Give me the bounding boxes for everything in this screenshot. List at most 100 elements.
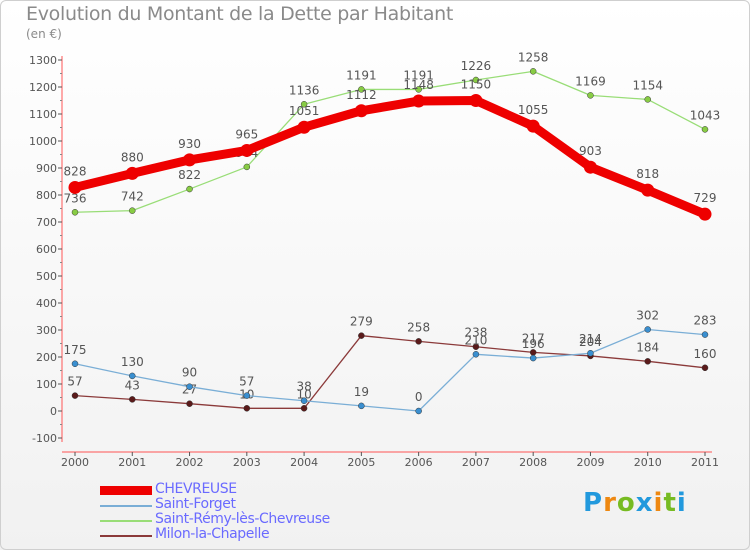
data-label: 1226 [461, 59, 492, 73]
data-label: 965 [235, 127, 258, 141]
legend-swatch-milon [100, 535, 152, 537]
y-tick-label: 1100 [29, 108, 57, 121]
data-point [472, 351, 480, 358]
x-tick-label: 2010 [634, 456, 662, 469]
x-tick-label: 2007 [462, 456, 490, 469]
data-point [186, 185, 193, 193]
data-point [129, 207, 136, 214]
data-label: 1258 [518, 50, 549, 64]
data-label: 1154 [632, 78, 663, 92]
data-label: 19 [354, 385, 369, 399]
data-point [71, 209, 79, 216]
y-tick-label: 200 [36, 351, 57, 364]
data-label: 184 [636, 340, 659, 354]
x-tick-label: 2004 [290, 456, 318, 469]
data-point [412, 94, 426, 108]
data-label: 90 [182, 366, 197, 380]
data-point [129, 372, 136, 380]
data-label: 160 [694, 347, 717, 361]
data-point [186, 400, 193, 407]
logo-letter: o [616, 488, 636, 518]
data-label: 238 [464, 326, 487, 340]
y-tick-label: 100 [36, 378, 57, 391]
data-label: 10 [296, 387, 311, 401]
x-tick-label: 2005 [347, 456, 375, 469]
y-tick-label: 400 [36, 297, 57, 310]
data-point [698, 207, 712, 221]
data-point [183, 153, 197, 167]
x-tick-label: 2001 [118, 456, 146, 469]
logo-letter: x [635, 488, 654, 518]
data-point [300, 405, 308, 412]
x-tick-label: 2009 [576, 456, 604, 469]
data-label: 1112 [346, 88, 377, 102]
y-tick-label: 500 [36, 270, 57, 283]
data-point [415, 338, 422, 345]
logo-letter: P [583, 488, 604, 518]
data-label: 217 [522, 331, 545, 345]
data-label: 1191 [346, 68, 377, 82]
legend-label-milon: Milon-la-Chapelle [155, 526, 270, 542]
data-label: 1051 [289, 104, 320, 118]
y-tick-label: 600 [36, 243, 57, 256]
y-tick-label: 300 [36, 324, 57, 337]
data-label: 283 [694, 314, 717, 328]
x-tick-label: 2006 [405, 456, 433, 469]
data-point [644, 358, 651, 365]
data-point [71, 360, 79, 367]
data-label: 1150 [461, 78, 492, 92]
x-tick-label: 2011 [691, 456, 719, 469]
y-tick-label: -100 [32, 432, 57, 445]
data-point [354, 104, 368, 118]
data-label: 302 [636, 308, 659, 322]
series-line [74, 70, 706, 213]
data-point [71, 392, 79, 399]
data-label: 1169 [575, 74, 606, 88]
data-label: 279 [350, 315, 373, 329]
data-label: 57 [67, 375, 82, 389]
data-point [644, 96, 651, 103]
data-point [526, 119, 540, 133]
data-point [587, 92, 594, 99]
data-point [358, 402, 365, 410]
chart-title: Evolution du Montant de la Dette par Hab… [26, 3, 454, 25]
data-label: 729 [694, 191, 717, 205]
chart-subtitle: (en €) [26, 27, 62, 41]
data-point [469, 94, 483, 107]
data-point [701, 364, 709, 372]
data-point [300, 101, 308, 108]
data-point [415, 407, 422, 415]
x-tick-label: 2008 [519, 456, 547, 469]
data-point [583, 160, 597, 174]
series-line [70, 96, 710, 219]
legend-label-saint-remy: Saint-Rémy-lès-Chevreuse [155, 511, 330, 527]
data-point [243, 392, 251, 399]
y-tick-label: 900 [36, 162, 57, 175]
legend-label-saint-forget: Saint-Forget [155, 496, 236, 512]
y-tick-label: 0 [50, 405, 57, 418]
data-label: 130 [121, 355, 144, 369]
logo-letter: t [663, 488, 677, 518]
data-point [240, 143, 254, 157]
data-label: 38 [296, 380, 311, 394]
data-label: 1136 [289, 83, 320, 97]
series-line [74, 328, 706, 412]
logo-letter: i [653, 488, 664, 518]
series-line [74, 335, 706, 409]
data-point [358, 86, 365, 93]
data-point [68, 180, 82, 194]
data-point [701, 331, 709, 338]
y-tick-label: 1200 [29, 81, 57, 94]
y-tick-label: 800 [36, 189, 57, 202]
x-tick-label: 2002 [176, 456, 204, 469]
data-point [297, 120, 311, 134]
data-point [529, 354, 537, 362]
logo-letter: i [676, 488, 687, 518]
data-point [644, 326, 651, 333]
data-point [472, 76, 480, 84]
data-label: 930 [178, 137, 201, 151]
data-label: 818 [636, 167, 659, 181]
legend-swatch-saint-remy [100, 520, 152, 522]
data-label: 43 [125, 378, 140, 392]
